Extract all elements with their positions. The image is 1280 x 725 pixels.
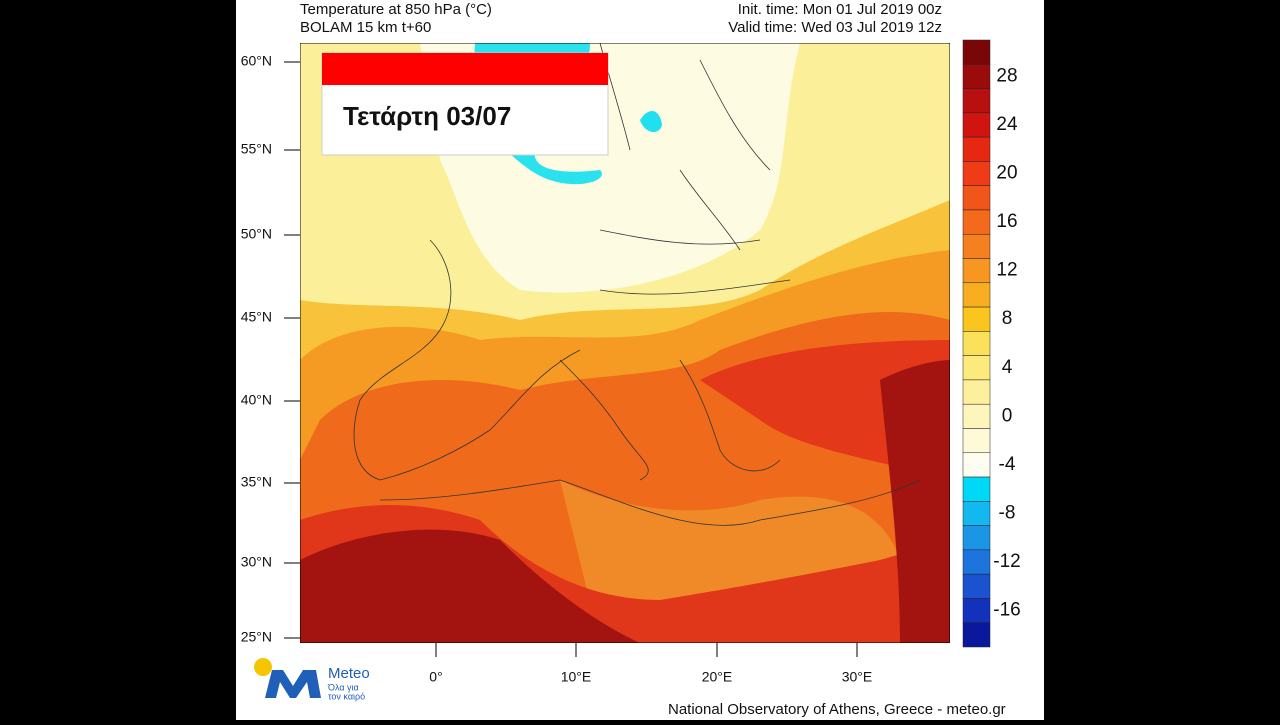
colorbar-box: [962, 64, 991, 89]
colorbar-box: [962, 161, 991, 186]
lat-label: 45°N: [241, 309, 272, 325]
lon-label: 0°: [429, 669, 442, 685]
map-title: Temperature at 850 hPa (°C): [300, 1, 492, 18]
logo-tagline: τον καιρό: [328, 691, 365, 701]
lat-label: 60°N: [241, 53, 272, 69]
footer-credit: National Observatory of Athens, Greece -…: [668, 701, 1006, 718]
lat-label: 50°N: [241, 226, 272, 242]
lat-label: 35°N: [241, 474, 272, 490]
colorbar-box: [962, 209, 991, 235]
colorbar-box: [962, 501, 991, 526]
colorbar-label: -16: [993, 600, 1020, 621]
colorbar-box: [962, 331, 991, 356]
temperature-map: [300, 43, 950, 643]
lat-label: 30°N: [241, 554, 272, 570]
colorbar-box: [962, 428, 991, 454]
colorbar-label: 16: [996, 211, 1017, 232]
colorbar-box: [962, 549, 991, 575]
day-label: Τετάρτη 03/07: [343, 101, 511, 131]
colorbar-box: [962, 525, 991, 551]
logo: Meteo Όλα για τον καιρό: [254, 658, 370, 701]
colorbar-box: [962, 136, 991, 162]
lon-label: 30°E: [842, 669, 873, 685]
colorbar-box: [962, 355, 991, 381]
logo-name: Meteo: [328, 665, 370, 682]
colorbar-label: -8: [999, 502, 1016, 523]
colorbar-box: [962, 88, 991, 114]
overlay-box: Τετάρτη 03/07: [321, 52, 609, 156]
colorbar-label: 0: [1002, 405, 1013, 426]
model-label: BOLAM 15 km t+60: [300, 19, 431, 36]
colorbar-box: [962, 233, 991, 259]
colorbar-label: 12: [996, 260, 1017, 281]
lon-label: 10°E: [561, 669, 592, 685]
colorbar-box: [962, 306, 991, 332]
lat-label: 25°N: [241, 629, 272, 645]
lat-label: 40°N: [241, 392, 272, 408]
colorbar-label: 4: [1002, 357, 1013, 378]
colorbar-box: [962, 622, 991, 648]
logo-tagline: Όλα για: [327, 682, 359, 692]
colorbar-box: [962, 452, 991, 478]
lon-label: 20°E: [702, 669, 733, 685]
colorbar-label: -12: [993, 551, 1020, 572]
colorbar-box: [962, 282, 991, 308]
colorbar-box: [962, 379, 991, 405]
valid-time: Valid time: Wed 03 Jul 2019 12z: [728, 19, 942, 36]
colorbar-label: 24: [996, 114, 1018, 135]
colorbar-box: [962, 476, 991, 502]
colorbar-box: [962, 112, 991, 138]
colorbar-box: [962, 258, 991, 284]
init-time: Init. time: Mon 01 Jul 2019 00z: [738, 1, 942, 18]
colorbar-box: [962, 598, 991, 623]
lat-label: 55°N: [241, 141, 272, 157]
colorbar-label: 20: [996, 163, 1017, 184]
colorbar-label: -4: [999, 454, 1016, 475]
colorbar-box: [962, 573, 991, 599]
colorbar-box: [962, 403, 991, 429]
colorbar-box: [962, 39, 991, 65]
colorbar-label: 28: [996, 65, 1017, 86]
colorbar-label: 8: [1002, 308, 1013, 329]
colorbar-box: [962, 185, 991, 211]
